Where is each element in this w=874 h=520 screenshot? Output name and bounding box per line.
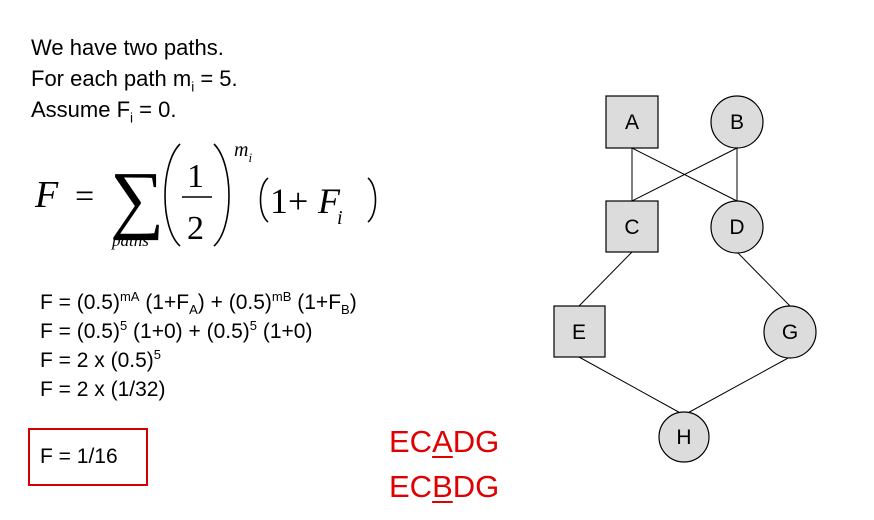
inbreeding-formula: F = ∑ paths 1 2 mi 1+ Fi [34, 139, 377, 250]
common-ancestor-b: B [432, 469, 453, 504]
formula-paren-open [259, 177, 269, 223]
node-c: C [605, 200, 659, 253]
formula-lhs: F [34, 174, 59, 216]
node-c-label: C [624, 216, 639, 239]
equation-line-1: F = (0.5)mA (1+FA) + (0.5)mB (1+FB) [40, 289, 357, 318]
result-box: F = 1/16 [28, 428, 148, 486]
formula-one-plus: 1+ [270, 181, 308, 221]
node-d-label: D [729, 216, 744, 239]
edge-D-G [736, 251, 791, 307]
intro-text: We have two paths. For each path mi = 5.… [31, 32, 238, 125]
formula-paren-close [367, 177, 377, 223]
edge-E-H [578, 356, 685, 416]
formula-left-paren [164, 143, 181, 247]
formula-exponent: mi [234, 139, 252, 165]
common-ancestor-a: A [432, 424, 453, 459]
equation-line-2: F = (0.5)5 (1+0) + (0.5)5 (1+0) [40, 318, 313, 343]
node-b-label: B [730, 111, 744, 134]
equation-line-4: F = 2 x (1/32) [40, 378, 166, 401]
node-b: B [710, 95, 764, 149]
node-a: A [605, 95, 659, 149]
edge-C-E [578, 251, 633, 307]
intro-line-2: For each path mi = 5. [31, 66, 238, 95]
node-e: E [553, 305, 606, 358]
formula-equals: = [75, 178, 94, 215]
worked-equations: F = (0.5)mA (1+FA) + (0.5)mB (1+FB) F = … [40, 288, 357, 404]
equation-line-3: F = 2 x (0.5)5 [40, 347, 162, 372]
edge-B-C [631, 147, 738, 202]
node-a-label: A [625, 111, 639, 134]
formula-denominator: 2 [187, 210, 204, 247]
path-sequence-1: ECADG [389, 424, 500, 459]
formula-sum-index: paths [111, 231, 149, 250]
node-g-label: G [782, 321, 798, 344]
edge-G-H [683, 356, 791, 416]
formula-numerator: 1 [187, 158, 204, 195]
formula-F-i: Fi [317, 181, 343, 229]
node-g: G [763, 305, 817, 359]
node-d: D [710, 200, 764, 254]
node-h: H [658, 411, 710, 463]
intro-line-1: We have two paths. [31, 35, 224, 60]
formula-right-paren [213, 143, 230, 247]
node-e-label: E [572, 321, 586, 344]
intro-line-3: Assume Fi = 0. [31, 97, 177, 126]
formula-sum-symbol: ∑ [110, 157, 164, 241]
path-sequence-2: ECBDG [389, 469, 500, 504]
node-h-label: H [676, 426, 691, 449]
